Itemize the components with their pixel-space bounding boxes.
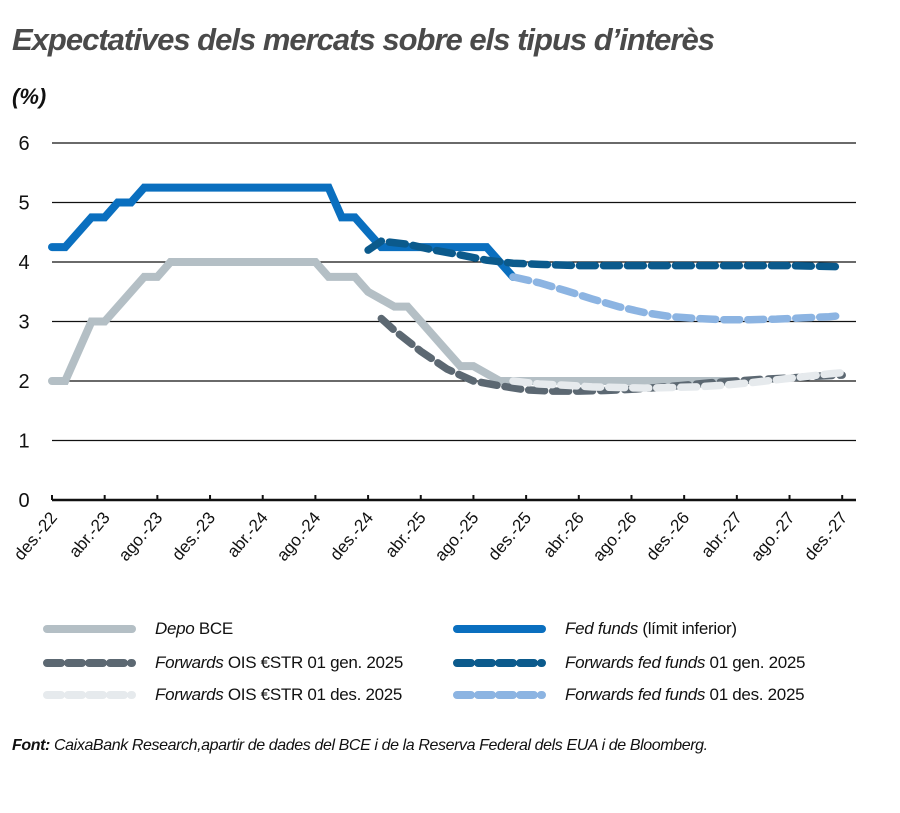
x-tick-label: des.-22 (10, 508, 61, 564)
x-tick-label: des.-27 (800, 508, 851, 564)
legend-label: Depo BCE (155, 619, 233, 638)
y-axis-unit-label: (%) (12, 84, 47, 109)
series-lines (48, 183, 846, 395)
series-line-fed-funds-l-mit-inferior- (48, 183, 517, 281)
y-tick-label: 5 (18, 193, 29, 215)
x-tick-label: abr.-27 (697, 508, 746, 561)
y-tick-label: 1 (18, 431, 29, 453)
x-axis (51, 495, 856, 502)
legend-item-depo-bce: Depo BCE (42, 616, 233, 642)
legend-label: Forwards OIS €STR 01 des. 2025 (155, 685, 403, 704)
series-line-forwards-fed-funds-01-gen-2025 (364, 237, 846, 271)
y-tick-label: 0 (18, 490, 29, 512)
x-tick-label: des.-25 (484, 508, 535, 564)
legend-label: Forwards fed funds 01 des. 2025 (565, 685, 805, 704)
x-tick-label: ago.-27 (747, 508, 799, 564)
legend-label: Forwards fed funds 01 gen. 2025 (565, 653, 806, 672)
x-tick-label: des.-24 (326, 508, 377, 564)
chart-title: Expectatives dels mercats sobre els tipu… (12, 22, 715, 57)
x-tick-label: ago.-24 (273, 508, 325, 564)
y-tick-label: 4 (18, 252, 29, 274)
x-tick-label: ago.-23 (115, 508, 167, 564)
x-tick-label: abr.-24 (223, 508, 272, 561)
y-tick-label: 3 (18, 312, 29, 334)
series-line-forwards-ois-str-01-des-2025 (509, 368, 846, 392)
legend-item-fed-forwards-jan-2025: Forwards fed funds 01 gen. 2025 (452, 650, 806, 676)
legend-swatch-dashed-dark-gray (43, 659, 136, 667)
x-tick-label: abr.-26 (539, 508, 588, 561)
legend-swatch-solid-blue (453, 625, 546, 633)
legend-swatch-dashed-light-blue (453, 691, 546, 699)
x-tick-label: ago.-26 (589, 508, 641, 564)
legend-item-fed-forwards-dec-2025: Forwards fed funds 01 des. 2025 (452, 682, 805, 708)
legend-label: Fed funds (límit inferior) (565, 619, 737, 638)
legend-label: Forwards OIS €STR 01 gen. 2025 (155, 653, 404, 672)
legend-swatch-solid-gray (43, 625, 136, 633)
y-axis-tick-labels: 0 1 2 3 4 5 6 (18, 133, 29, 512)
series-line-depo-bce (48, 258, 741, 385)
source-note: Font: CaixaBank Research,apartir de dade… (12, 737, 708, 754)
legend-swatch-dashed-dark-blue (453, 659, 546, 667)
x-axis-tick-labels: des.-22 abr.-23 ago.-23 des.-23 abr.-24 ago.-… (10, 508, 851, 564)
y-tick-label: 6 (18, 133, 29, 155)
x-tick-label: des.-23 (168, 508, 219, 564)
y-tick-label: 2 (18, 371, 29, 393)
x-tick-label: des.-26 (642, 508, 693, 564)
x-tick-label: abr.-23 (65, 508, 114, 561)
x-tick-label: abr.-25 (381, 508, 430, 561)
series-line-forwards-fed-funds-01-des-2025 (509, 273, 846, 324)
legend-item-ois-dec-2025: Forwards OIS €STR 01 des. 2025 (42, 682, 402, 708)
legend-swatch-dashed-white (43, 691, 136, 699)
legend-item-ois-jan-2025: Forwards OIS €STR 01 gen. 2025 (42, 650, 403, 676)
x-tick-label: ago.-25 (431, 508, 483, 564)
legend-item-fed-funds: Fed funds (límit inferior) (452, 616, 737, 642)
